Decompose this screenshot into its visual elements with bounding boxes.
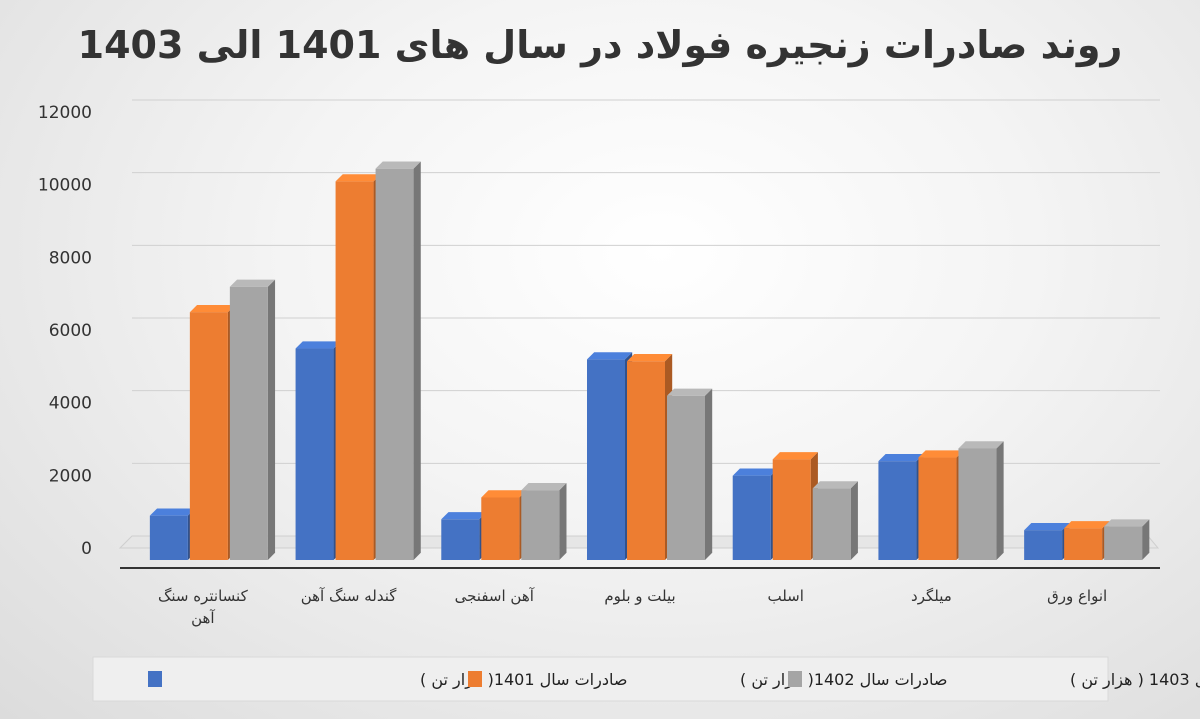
bar-top bbox=[812, 481, 858, 489]
x-tick-label: آهن اسفنجی bbox=[455, 587, 535, 605]
x-tick-label: میلگرد bbox=[911, 587, 952, 605]
bar bbox=[521, 483, 567, 560]
bar-top bbox=[627, 354, 673, 362]
bar-top bbox=[958, 441, 1004, 449]
bar bbox=[1064, 521, 1110, 560]
y-tick-label: 10000 bbox=[38, 176, 92, 196]
x-tick-label: آهن bbox=[191, 609, 215, 627]
bar-front bbox=[812, 488, 851, 560]
bars-layer bbox=[149, 161, 1150, 560]
bar bbox=[958, 441, 1004, 560]
bar bbox=[812, 481, 858, 560]
bar-front bbox=[229, 286, 268, 560]
bar-front bbox=[732, 475, 771, 560]
bar-front bbox=[587, 359, 625, 560]
bar-front bbox=[772, 459, 811, 560]
legend-label: صادرات سال 1403 ( هزار تن ) bbox=[1070, 670, 1200, 690]
bar bbox=[189, 305, 236, 560]
bar-top bbox=[772, 452, 818, 460]
bar-side bbox=[850, 481, 858, 560]
bar bbox=[441, 512, 487, 560]
bar-front bbox=[189, 312, 228, 560]
bar bbox=[667, 388, 713, 560]
bar bbox=[918, 450, 964, 560]
bar-top bbox=[295, 341, 341, 349]
legend-swatch bbox=[148, 671, 162, 687]
bar bbox=[1024, 523, 1070, 560]
bar-side bbox=[559, 483, 567, 560]
chart-title: روند صادرات زنجیره فولاد در سال های 1401… bbox=[78, 23, 1123, 68]
bar-front bbox=[958, 448, 997, 560]
bar bbox=[1104, 519, 1150, 560]
bar-front bbox=[481, 497, 520, 560]
bar-top bbox=[878, 453, 924, 462]
bar-top bbox=[481, 490, 527, 498]
bar-top bbox=[189, 305, 236, 313]
bar-front bbox=[375, 168, 414, 560]
bar-top bbox=[229, 279, 276, 287]
bar bbox=[149, 508, 196, 560]
y-tick-label: 0 bbox=[81, 539, 92, 559]
bar-side bbox=[1142, 519, 1150, 560]
bar-front bbox=[1064, 528, 1103, 560]
bar-front bbox=[1104, 526, 1143, 560]
bar bbox=[627, 354, 673, 560]
bar-top bbox=[375, 161, 421, 169]
bar-front bbox=[521, 490, 560, 560]
bar bbox=[375, 161, 421, 560]
bar-side bbox=[413, 161, 421, 560]
bar-top bbox=[918, 450, 964, 458]
legend-swatch bbox=[788, 671, 802, 687]
bar-front bbox=[441, 519, 480, 560]
bar bbox=[229, 279, 276, 560]
bar-front bbox=[627, 361, 665, 560]
bar-top bbox=[1104, 519, 1150, 527]
y-tick-label: 8000 bbox=[49, 248, 92, 268]
y-tick-label: 12000 bbox=[38, 103, 92, 123]
bar-front bbox=[335, 181, 374, 560]
bar bbox=[335, 174, 381, 560]
y-tick-label: 6000 bbox=[49, 321, 92, 341]
bar-front bbox=[667, 395, 705, 560]
bar-front bbox=[295, 348, 334, 560]
bar-side bbox=[705, 388, 713, 560]
bar-front bbox=[878, 461, 917, 560]
bar-top bbox=[587, 352, 633, 360]
bar bbox=[587, 352, 633, 560]
bar-top bbox=[1024, 523, 1070, 531]
bar-top bbox=[441, 512, 487, 520]
bar-top bbox=[149, 508, 196, 516]
bar-side bbox=[267, 279, 276, 560]
x-tick-label: اسلب bbox=[767, 587, 803, 605]
legend-box bbox=[92, 656, 1109, 702]
bar-top bbox=[1064, 521, 1110, 529]
bar-front bbox=[918, 457, 957, 560]
bar bbox=[481, 490, 527, 560]
bar-top bbox=[667, 388, 713, 396]
bar bbox=[772, 452, 818, 560]
bar-side bbox=[996, 441, 1004, 560]
legend-swatch bbox=[468, 671, 482, 687]
x-tick-label: انواع ورق bbox=[1047, 587, 1107, 605]
x-tick-label: بیلت و بلوم bbox=[604, 587, 675, 605]
y-axis-labels: 0 2000 4000 6000 8000 10000 12000 bbox=[38, 103, 92, 559]
legend-label: صادرات سال 1401( هزار تن ) bbox=[420, 670, 627, 690]
bar bbox=[732, 468, 778, 560]
y-tick-label: 4000 bbox=[49, 394, 92, 414]
y-tick-label: 2000 bbox=[49, 466, 92, 486]
bar bbox=[878, 453, 924, 560]
bar-top bbox=[521, 483, 567, 491]
bar bbox=[295, 341, 341, 560]
legend-label: صادرات سال 1402( هزار تن ) bbox=[740, 670, 947, 690]
bar-front bbox=[149, 515, 188, 560]
x-tick-label: کنسانتره سنگ bbox=[158, 587, 249, 605]
legend: صادرات سال 1401( هزار تن ) صادرات سال 140… bbox=[92, 656, 1200, 702]
x-tick-label: گندله سنگ آهن bbox=[301, 587, 398, 605]
bar-top bbox=[335, 174, 381, 182]
x-axis-labels: کنسانتره سنگ آهن گندله سنگ آهن آهن اسفنجی بی… bbox=[158, 587, 1107, 627]
bar-top bbox=[732, 468, 778, 476]
bar-front bbox=[1024, 530, 1063, 560]
